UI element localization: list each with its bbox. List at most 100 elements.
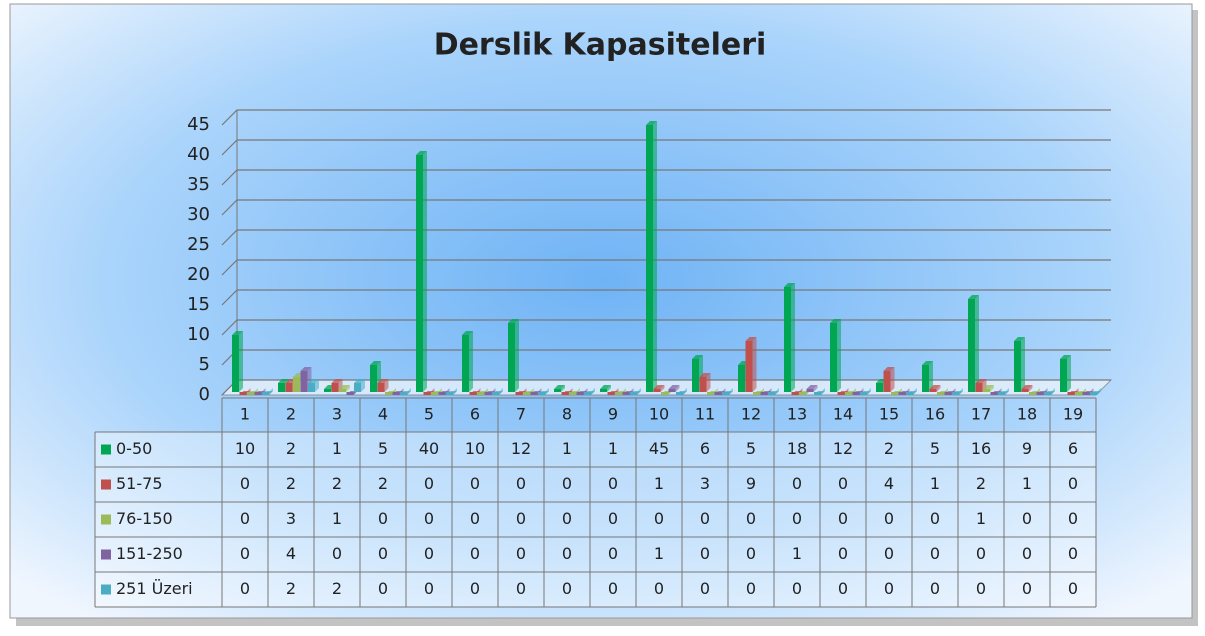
bar — [354, 383, 361, 392]
bar — [699, 377, 707, 392]
bar — [477, 392, 484, 395]
bar — [906, 392, 913, 395]
table-cell: 0 — [240, 544, 250, 563]
bar — [1090, 392, 1097, 395]
table-cell: 0 — [516, 474, 526, 493]
bar — [278, 383, 285, 392]
y-tick-label: 40 — [187, 144, 210, 165]
bar-top — [668, 385, 680, 389]
bar-top — [745, 337, 757, 341]
bar-top — [653, 385, 665, 389]
bar — [845, 392, 852, 395]
bar — [554, 389, 561, 392]
legend-swatch — [101, 479, 111, 490]
x-tick-label: 11 — [695, 405, 715, 424]
table-cell: 10 — [465, 439, 485, 458]
table-bg — [95, 432, 1096, 607]
table-cell: 0 — [516, 509, 526, 528]
table-cell: 0 — [424, 509, 434, 528]
table-cell: 3 — [286, 509, 296, 528]
table-cell: 5 — [378, 439, 388, 458]
bar-side — [607, 385, 611, 392]
table-cell: 0 — [608, 579, 618, 598]
bar — [814, 392, 821, 395]
table-cell: 1 — [332, 439, 342, 458]
bar — [438, 392, 446, 395]
y-tick-label: 30 — [187, 204, 210, 225]
table-cell: 0 — [470, 544, 480, 563]
y-tick-label: 20 — [187, 264, 210, 285]
bar — [400, 392, 407, 395]
y-tick-label: 0 — [199, 384, 210, 405]
bar — [883, 371, 891, 392]
bar-side — [660, 385, 665, 392]
table-cell: 0 — [378, 544, 388, 563]
bar — [784, 287, 791, 392]
table-cell: 0 — [838, 544, 848, 563]
bar — [753, 392, 760, 395]
bar-side — [469, 331, 473, 392]
table-cell: 12 — [511, 439, 531, 458]
x-tick-label: 7 — [516, 405, 526, 424]
bar-top — [646, 121, 657, 125]
table-cell: 0 — [562, 474, 572, 493]
bar-top — [975, 379, 987, 383]
bar-top — [416, 151, 427, 155]
bar-top — [692, 355, 703, 359]
bar — [385, 392, 392, 395]
bar-side — [515, 319, 519, 392]
bar-side — [936, 385, 941, 392]
table-cell: 4 — [286, 544, 296, 563]
bar — [622, 392, 630, 395]
table-cell: 1 — [562, 439, 572, 458]
bar — [584, 392, 591, 395]
bar — [607, 392, 615, 395]
bar — [469, 392, 477, 395]
bar-top — [983, 385, 994, 389]
table-cell: 45 — [649, 439, 669, 458]
table-cell: 4 — [884, 474, 894, 493]
legend-swatch — [101, 444, 111, 455]
bar — [462, 335, 469, 392]
bar — [1021, 389, 1029, 392]
y-tick-label: 5 — [199, 354, 210, 375]
table-cell: 0 — [470, 509, 480, 528]
bar-top — [278, 379, 289, 383]
table-cell: 2 — [286, 579, 296, 598]
bar — [615, 392, 622, 395]
bar — [484, 392, 492, 395]
bar-side — [239, 331, 243, 392]
x-tick-label: 4 — [378, 405, 388, 424]
y-tick-label: 10 — [187, 324, 210, 345]
table-cell: 0 — [838, 579, 848, 598]
bar-side — [653, 121, 657, 392]
table-cell: 3 — [700, 474, 710, 493]
table-cell: 0 — [470, 579, 480, 598]
bar-side — [990, 385, 994, 392]
bar-side — [346, 385, 350, 392]
table-cell: 0 — [1022, 509, 1032, 528]
bar-side — [706, 373, 711, 392]
bar-top — [883, 367, 895, 371]
table-cell: 0 — [976, 579, 986, 598]
y-tick-label: 25 — [187, 234, 210, 255]
table-cell: 0 — [746, 579, 756, 598]
bar — [983, 389, 990, 392]
bar — [600, 389, 607, 392]
table-cell: 0 — [1068, 474, 1078, 493]
table-cell: 0 — [608, 509, 618, 528]
table-cell: 0 — [976, 544, 986, 563]
bar-side — [813, 385, 818, 392]
table-cell: 10 — [235, 439, 255, 458]
bar — [998, 392, 1005, 395]
x-tick-label: 17 — [971, 405, 991, 424]
bar-top — [554, 385, 565, 389]
table-cell: 0 — [700, 544, 710, 563]
table-cell: 0 — [884, 579, 894, 598]
bar — [285, 383, 293, 392]
bar-top — [308, 379, 319, 383]
table-cell: 0 — [792, 579, 802, 598]
table-cell: 2 — [378, 474, 388, 493]
